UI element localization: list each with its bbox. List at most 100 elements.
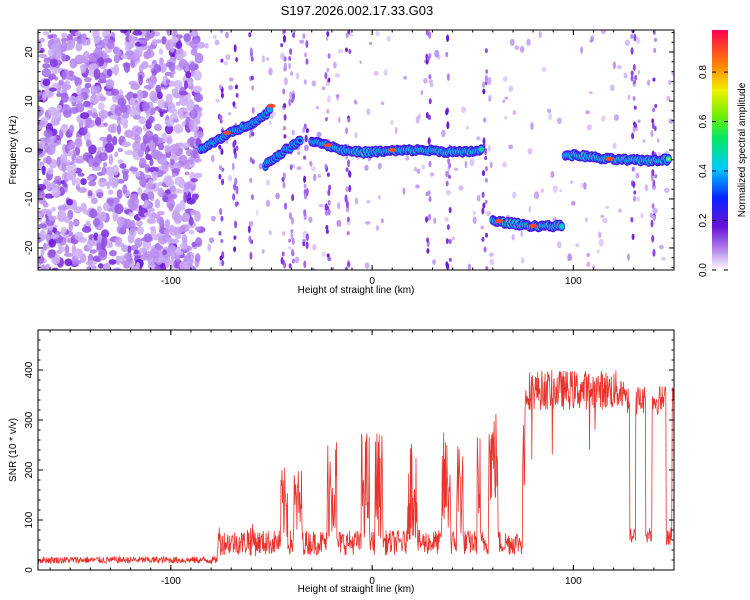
spec-noise-cell bbox=[188, 216, 194, 226]
spec-streak-cell bbox=[345, 167, 349, 172]
spec-noise-cell bbox=[194, 237, 203, 248]
spec-noise-cell bbox=[304, 144, 309, 152]
spec-noise-cell bbox=[154, 198, 161, 209]
spec-noise-cell bbox=[170, 158, 175, 166]
spec-streak-cell bbox=[219, 165, 223, 170]
spec-noise-cell bbox=[118, 227, 125, 235]
spec-ridge-core bbox=[559, 224, 564, 229]
spec-noise-cell bbox=[188, 263, 194, 270]
spec-noise-cell bbox=[51, 267, 59, 270]
spec-noise-cell bbox=[164, 144, 172, 153]
spec-noise-cell bbox=[580, 46, 584, 55]
spec-noise-cell bbox=[308, 160, 313, 166]
spec-noise-cell bbox=[194, 226, 201, 231]
spec-noise-cell bbox=[556, 241, 562, 249]
spec-streak-cell bbox=[326, 253, 330, 258]
spec-noise-cell bbox=[82, 56, 87, 64]
spec-noise-cell bbox=[189, 159, 194, 165]
spec-noise-cell bbox=[174, 232, 182, 240]
spec-noise-cell bbox=[48, 91, 54, 97]
spec-noise-cell bbox=[164, 189, 172, 194]
spec-noise-cell bbox=[48, 238, 57, 248]
spec-streak-cell bbox=[345, 127, 349, 135]
spec-noise-cell bbox=[163, 228, 170, 235]
spec-noise-cell bbox=[181, 233, 188, 244]
spec-noise-cell bbox=[135, 220, 143, 227]
spec-peak bbox=[529, 223, 538, 228]
snr-xtick-label: -100 bbox=[161, 576, 181, 587]
spec-noise-cell bbox=[104, 35, 111, 42]
spec-noise-cell bbox=[212, 34, 217, 40]
spec-noise-cell bbox=[265, 199, 271, 207]
spec-noise-cell bbox=[99, 211, 106, 222]
spec-noise-cell bbox=[228, 77, 234, 82]
spec-noise-cell bbox=[128, 212, 134, 217]
spec-noise-cell bbox=[93, 232, 99, 241]
spec-noise-cell bbox=[453, 167, 459, 172]
spec-noise-cell bbox=[137, 148, 145, 158]
spec-noise-cell bbox=[120, 54, 129, 59]
spec-streak-cell bbox=[650, 219, 654, 228]
spec-noise-cell bbox=[504, 96, 509, 100]
spec-noise-cell bbox=[137, 186, 143, 196]
spec-noise-cell bbox=[112, 212, 119, 221]
spec-streak-cell bbox=[651, 118, 655, 124]
spec-noise-cell bbox=[162, 249, 167, 256]
spec-noise-cell bbox=[197, 41, 205, 49]
spec-noise-cell bbox=[98, 102, 105, 111]
spec-streak-cell bbox=[631, 233, 635, 240]
spec-noise-cell bbox=[182, 142, 191, 149]
spec-noise-cell bbox=[231, 162, 235, 171]
spec-noise-cell bbox=[441, 129, 446, 138]
spec-streak-cell bbox=[327, 208, 331, 216]
spec-noise-cell bbox=[155, 84, 162, 94]
spec-streak-cell bbox=[220, 92, 224, 99]
spec-streak-cell bbox=[233, 139, 237, 146]
spec-noise-cell bbox=[170, 249, 176, 261]
spec-noise-cell bbox=[60, 226, 67, 234]
spec-noise-cell bbox=[148, 207, 155, 213]
spec-noise-cell bbox=[171, 36, 179, 43]
spec-noise-cell bbox=[512, 191, 517, 199]
spec-streak-cell bbox=[632, 96, 636, 101]
spec-noise-cell bbox=[415, 184, 420, 189]
spec-noise-cell bbox=[80, 202, 87, 213]
spec-noise-cell bbox=[45, 181, 52, 190]
spec-noise-cell bbox=[596, 249, 600, 254]
spec-noise-cell bbox=[592, 265, 596, 270]
spec-noise-cell bbox=[96, 243, 102, 251]
spec-noise-cell bbox=[583, 182, 587, 190]
spec-noise-cell bbox=[158, 216, 165, 227]
spec-streak-cell bbox=[650, 129, 654, 138]
spec-streak-cell bbox=[482, 88, 486, 95]
spec-noise-cell bbox=[179, 261, 188, 270]
spec-noise-cell bbox=[103, 122, 108, 127]
spec-noise-cell bbox=[101, 229, 110, 238]
spec-noise-cell bbox=[145, 154, 153, 161]
spec-noise-cell bbox=[288, 245, 292, 250]
spec-noise-cell bbox=[132, 93, 138, 99]
spec-streak-cell bbox=[248, 131, 252, 139]
spec-noise-cell bbox=[223, 60, 229, 66]
spec-noise-cell bbox=[169, 143, 179, 154]
spec-streak-cell bbox=[345, 200, 349, 209]
spec-noise-cell bbox=[475, 136, 481, 141]
spec-noise-cell bbox=[149, 226, 156, 231]
snr-xtick-label: 100 bbox=[565, 576, 582, 587]
spec-noise-cell bbox=[133, 49, 142, 59]
spec-noise-cell bbox=[51, 227, 58, 233]
spec-noise-cell bbox=[141, 60, 149, 70]
spec-noise-cell bbox=[366, 108, 371, 116]
spec-noise-cell bbox=[635, 36, 641, 45]
spec-noise-cell bbox=[452, 236, 455, 241]
spec-noise-cell bbox=[178, 109, 184, 120]
spec-noise-cell bbox=[66, 165, 73, 173]
spec-noise-cell bbox=[108, 189, 114, 195]
spec-noise-cell bbox=[87, 189, 93, 197]
spec-noise-cell bbox=[548, 112, 553, 121]
spec-noise-cell bbox=[108, 154, 114, 165]
spec-noise-cell bbox=[612, 142, 617, 149]
spec-noise-cell bbox=[317, 173, 321, 179]
spec-noise-cell bbox=[120, 244, 129, 253]
spec-noise-cell bbox=[106, 69, 113, 77]
